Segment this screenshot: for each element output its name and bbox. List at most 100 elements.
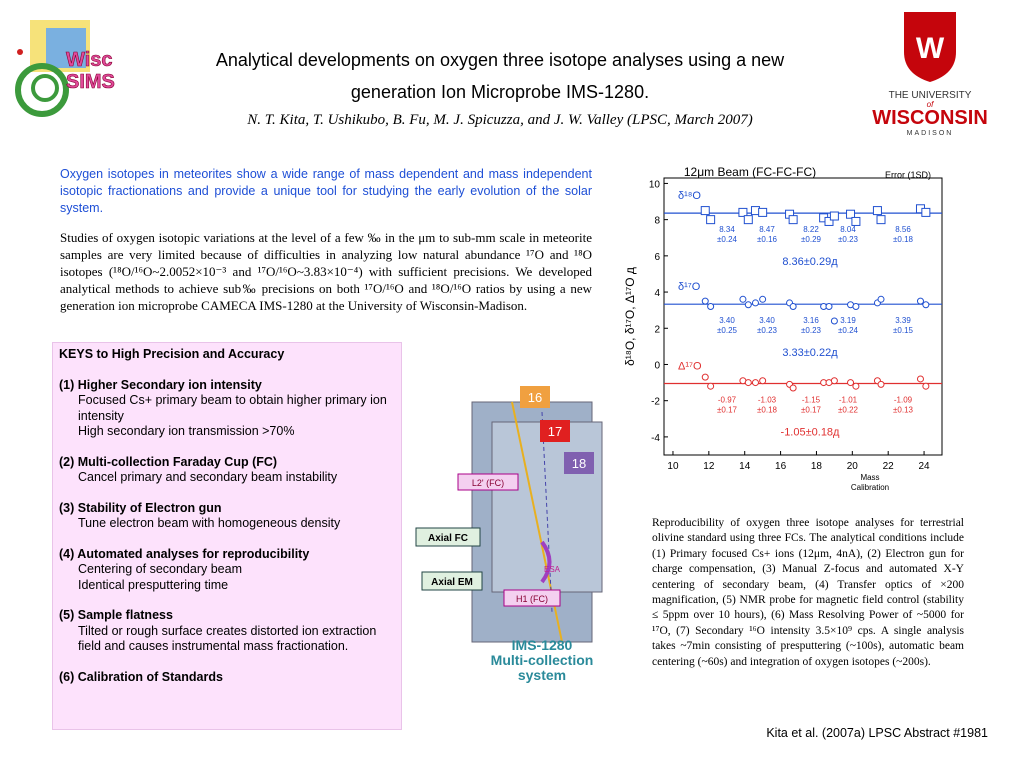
uw-text: MADISON [907, 130, 954, 137]
group-label: 3.40 [719, 316, 735, 325]
logo-text: SIMS [66, 71, 115, 93]
key-item: High secondary ion transmission >70% [78, 424, 295, 438]
group-label: ±0.24 [838, 326, 859, 335]
caption: Reproducibility of oxygen three isotope … [652, 517, 964, 668]
point [846, 209, 856, 219]
point [921, 207, 931, 217]
point [830, 317, 838, 325]
point [758, 207, 768, 217]
point [700, 206, 710, 216]
x-axis-label: Calibration [851, 483, 889, 492]
group-label: ±0.23 [757, 326, 778, 335]
y-tick-label: -2 [651, 397, 660, 408]
uw-text: WISCONSIN [872, 107, 988, 129]
x-tick-label: 24 [919, 461, 931, 472]
point [744, 379, 752, 387]
x-axis-label: Mass [860, 473, 879, 482]
shield [904, 12, 956, 82]
x-tick-label: 12 [703, 461, 715, 472]
body-text: Studies of oxygen isotopic variations at… [60, 230, 592, 313]
uw-logo: W THE UNIVERSITY of WISCONSIN MADISON [872, 12, 988, 137]
group-label: 8.34 [719, 225, 735, 234]
point [851, 216, 861, 226]
detector-label: L2' (FC) [472, 478, 504, 488]
instrument-part [491, 421, 603, 593]
key-heading: (5) Sample flatness [59, 608, 173, 622]
y-axis-label: δ¹⁸O, δ¹⁷O, Δ¹⁷O д [623, 267, 637, 366]
point [751, 299, 759, 307]
point [876, 215, 886, 225]
plot-frame [663, 177, 943, 456]
title: Analytical developments on oxygen three … [215, 50, 785, 70]
point [922, 301, 930, 309]
point [847, 379, 855, 387]
point [825, 303, 833, 311]
point [852, 303, 860, 311]
y-tick-label: 10 [649, 179, 661, 190]
point [744, 301, 752, 309]
group-label: 8.04 [840, 225, 856, 234]
uw-text: THE UNIVERSITY [889, 90, 972, 101]
x-tick-label: 18 [811, 461, 823, 472]
group-label: ±0.29 [801, 235, 822, 244]
key-item: Focused Cs+ primary beam to obtain highe… [78, 393, 387, 423]
x-tick-label: 20 [847, 461, 859, 472]
key-item: Centering of secondary beam [78, 562, 242, 576]
group-label: ±0.23 [801, 326, 822, 335]
label-box [457, 473, 519, 491]
label-box [421, 571, 483, 591]
intro: Oxygen isotopes in meteorites show a wid… [60, 167, 592, 215]
point [743, 215, 753, 225]
point [707, 382, 715, 390]
key-heading: (4) Automated analyses for reproducibili… [59, 546, 310, 561]
group-label: 3.39 [895, 316, 911, 325]
group-label: ±0.15 [893, 326, 914, 335]
group-label: 3.40 [759, 316, 775, 325]
logo-spiral [31, 74, 59, 102]
diagram-title: IMS-1280 [512, 637, 573, 653]
group-label: 3.16 [803, 316, 819, 325]
point [701, 373, 709, 381]
key-item: Tilted or rough surface creates distorte… [78, 623, 377, 654]
x-tick-label: 10 [667, 461, 679, 472]
point [872, 206, 882, 216]
group-label: 8.56 [895, 225, 911, 234]
point [707, 303, 715, 311]
instrument-diagram: 16 17 18 L2' (FC) Axial FC Axial EM ESA … [415, 386, 603, 683]
group-label: ±0.22 [838, 405, 859, 414]
point [824, 216, 834, 226]
wiscsims-logo: Wisc SIMS [15, 20, 115, 117]
logo-square [46, 28, 86, 68]
group-label: 3.19 [840, 316, 856, 325]
point [789, 303, 797, 311]
key-heading: (3) Stability of Electron gun [59, 500, 222, 515]
y-tick-label: 0 [654, 360, 660, 371]
group-label: ±0.18 [893, 235, 914, 244]
x-tick-label: 22 [883, 461, 895, 472]
point [751, 379, 759, 387]
authors: N. T. Kita, T. Ushikubo, B. Fu, M. J. Sp… [247, 112, 753, 128]
mean-label: 3.33±0.22д [782, 347, 838, 359]
point [706, 215, 716, 225]
series-name: δ¹⁸O [678, 190, 701, 202]
logo-text: Wisc [66, 49, 113, 71]
detector-box [520, 386, 550, 408]
detector-label: H1 (FC) [516, 594, 548, 604]
group-label: -0.97 [718, 395, 737, 404]
diagram-title: system [518, 667, 566, 683]
detector-label: 17 [548, 424, 562, 439]
group-label: ±0.18 [757, 405, 778, 414]
group-label: -1.03 [758, 395, 777, 404]
key-item: Cancel primary and secondary beam instab… [78, 470, 338, 484]
point [916, 297, 924, 305]
point [789, 384, 797, 392]
label-box [415, 527, 481, 547]
shield-letter: W [916, 32, 945, 65]
point [877, 380, 885, 388]
group-label: ±0.17 [717, 405, 738, 414]
detector-box [564, 452, 594, 474]
key-heading: (1) Higher Secondary ion intensity [59, 377, 262, 392]
chart-title: 12μm Beam (FC-FC-FC) [684, 165, 816, 179]
y-tick-label: -4 [651, 433, 660, 444]
group-label: ±0.16 [757, 235, 778, 244]
